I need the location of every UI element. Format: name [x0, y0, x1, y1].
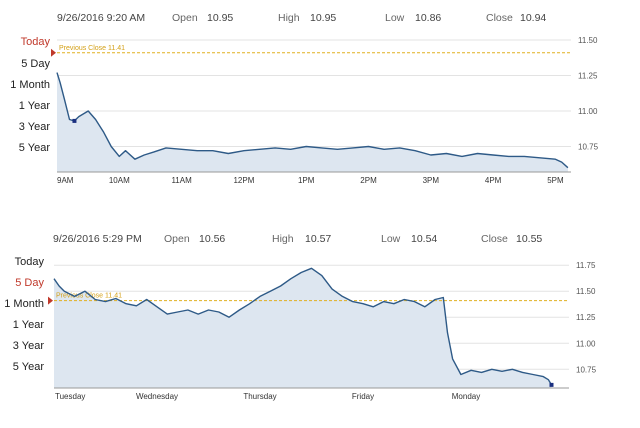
open-value: 10.56: [199, 233, 226, 245]
low-label: Low: [385, 12, 405, 24]
close-label: Close: [486, 12, 513, 24]
previous-close-label: Previous Close 11.41: [59, 45, 125, 52]
x-tick-label: Tuesday: [55, 392, 85, 401]
close-label: Close: [481, 233, 508, 245]
intraday-chart: 11.50 11.25 11.00 10.75 Previous Close 11.41…: [51, 36, 599, 185]
range-3-year[interactable]: 3 Year: [12, 340, 44, 352]
x-tick-label: 1PM: [298, 176, 315, 185]
close-value: 10.94: [520, 12, 547, 24]
range-5-year[interactable]: 5 Year: [12, 361, 44, 373]
price-area: [54, 268, 552, 388]
low-label: Low: [381, 233, 401, 245]
x-tick-label: Wednesday: [136, 392, 178, 401]
x-tick-label: Friday: [352, 392, 374, 401]
price-line: [53, 267, 553, 386]
y-tick-label: 11.25: [576, 313, 596, 322]
y-tick-label: 10.75: [578, 142, 599, 151]
range-3-year[interactable]: 3 Year: [18, 121, 50, 133]
range-1-year[interactable]: 1 Year: [18, 100, 50, 112]
high-label: High: [272, 233, 294, 245]
quote-datetime: 9/26/2016 9:20 AM: [57, 12, 146, 24]
range-today[interactable]: Today: [14, 256, 44, 268]
x-tick-label: Monday: [452, 392, 480, 401]
x-tick-label: Thursday: [243, 392, 276, 401]
x-tick-label: 11AM: [171, 176, 192, 185]
five-day-chart: 11.75 11.50 11.25 11.00 10.75 Previous Close …: [48, 261, 597, 401]
chart-panel-5-day: 9/26/2016 5:29 PM Open 10.56 High 10.57 …: [0, 210, 640, 428]
quote-header: 9/26/2016 5:29 PM Open 10.56 High 10.57 …: [0, 233, 640, 249]
range-today[interactable]: Today: [20, 36, 50, 48]
open-value: 10.95: [207, 12, 234, 24]
range-1-month[interactable]: 1 Month: [10, 79, 50, 91]
range-5-day[interactable]: 5 Day: [21, 58, 50, 70]
current-point-marker: [72, 118, 77, 123]
high-value: 10.95: [310, 12, 337, 24]
low-value: 10.86: [415, 12, 442, 24]
range-1-year[interactable]: 1 Year: [12, 319, 44, 331]
range-selector: Today 5 Day 1 Month 1 Year 3 Year 5 Year: [0, 34, 50, 164]
y-tick-label: 11.50: [576, 287, 596, 296]
previous-close-marker-icon: [51, 48, 56, 57]
high-value: 10.57: [305, 233, 332, 245]
quote-header: 9/26/2016 9:20 AM Open 10.95 High 10.95 …: [0, 12, 640, 28]
open-label: Open: [164, 233, 190, 245]
low-value: 10.54: [411, 233, 438, 245]
close-value: 10.55: [516, 233, 543, 245]
y-tick-label: 11.25: [578, 71, 598, 80]
open-label: Open: [172, 12, 198, 24]
high-label: High: [278, 12, 300, 24]
range-5-day[interactable]: 5 Day: [15, 277, 44, 289]
price-line: [56, 72, 569, 169]
price-area: [57, 72, 568, 172]
x-tick-label: 9AM: [57, 176, 74, 185]
x-tick-label: 2PM: [360, 176, 377, 185]
x-tick-label: 4PM: [485, 176, 502, 185]
x-tick-label: 12PM: [233, 176, 254, 185]
range-selector: Today 5 Day 1 Month 1 Year 3 Year 5 Year: [0, 254, 44, 384]
previous-close-marker-icon: [48, 296, 53, 305]
quote-datetime: 9/26/2016 5:29 PM: [53, 233, 142, 245]
range-1-month[interactable]: 1 Month: [4, 298, 44, 310]
x-tick-label: 10AM: [109, 176, 130, 185]
x-tick-label: 3PM: [423, 176, 440, 185]
current-point-marker: [549, 382, 554, 387]
x-tick-label: 5PM: [547, 176, 564, 185]
range-5-year[interactable]: 5 Year: [18, 142, 50, 154]
y-tick-label: 11.75: [576, 261, 596, 270]
y-tick-label: 11.00: [576, 339, 596, 348]
previous-close-label: Previous Close 11.41: [56, 293, 122, 300]
chart-panel-today: 9/26/2016 9:20 AM Open 10.95 High 10.95 …: [0, 0, 640, 200]
y-tick-label: 10.75: [576, 365, 597, 374]
y-tick-label: 11.00: [578, 107, 598, 116]
y-tick-label: 11.50: [578, 36, 598, 45]
